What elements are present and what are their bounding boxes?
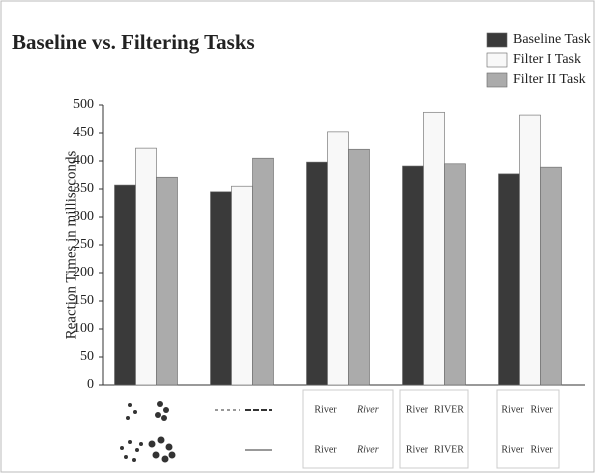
bar [210, 191, 232, 386]
stimulus-dots [120, 401, 176, 463]
legend-swatch [486, 72, 508, 88]
stimulus-text: River [314, 444, 337, 455]
y-tick-label: 400 [73, 153, 94, 168]
chart-title: Baseline vs. Filtering Tasks [12, 30, 255, 54]
bar [540, 166, 562, 386]
stimulus-text: River [314, 404, 337, 415]
legend-label: Filter II Task [513, 72, 586, 87]
stimulus-box [496, 389, 560, 469]
bar [444, 163, 466, 386]
bar [327, 131, 349, 386]
stimulus-text: River [501, 444, 524, 455]
stimulus-lines [215, 409, 272, 451]
y-tick-label: 50 [80, 349, 94, 364]
y-tick-label: 0 [87, 377, 94, 392]
y-axis-label: Reaction Times in milliseconds [63, 150, 79, 339]
bar [306, 161, 328, 386]
bar [423, 111, 445, 386]
legend-swatch [486, 32, 508, 48]
y-tick-label: 300 [73, 209, 94, 224]
y-tick-label: 450 [73, 125, 94, 140]
bar [498, 173, 520, 386]
stimulus-text: RIVER [434, 444, 464, 455]
bar [156, 176, 178, 386]
stimulus-text: River [356, 404, 379, 415]
y-tick-label: 500 [73, 97, 94, 112]
legend-label: Baseline Task [513, 32, 591, 47]
y-tick-label: 150 [73, 293, 94, 308]
bar [519, 114, 541, 386]
bar [402, 165, 424, 386]
y-tick-label: 250 [73, 237, 94, 252]
stimulus-text: River [406, 444, 429, 455]
bar [348, 148, 370, 386]
y-tick-label: 200 [73, 265, 94, 280]
bar [135, 147, 157, 386]
y-tick-label: 350 [73, 181, 94, 196]
stimulus-text: RIVER [434, 404, 464, 415]
y-tick-label: 100 [73, 321, 94, 336]
legend-label: Filter I Task [513, 52, 581, 67]
legend-swatch [486, 52, 508, 68]
stimulus-text: River [531, 404, 554, 415]
stimulus-text: River [531, 444, 554, 455]
stimulus-text: River [501, 404, 524, 415]
stimulus-box [399, 389, 469, 469]
stimulus-text: River [406, 404, 429, 415]
stimulus-text: River [356, 444, 379, 455]
bar [252, 157, 274, 386]
stimulus-box [302, 389, 394, 469]
bar [231, 185, 253, 386]
bar [114, 184, 136, 386]
